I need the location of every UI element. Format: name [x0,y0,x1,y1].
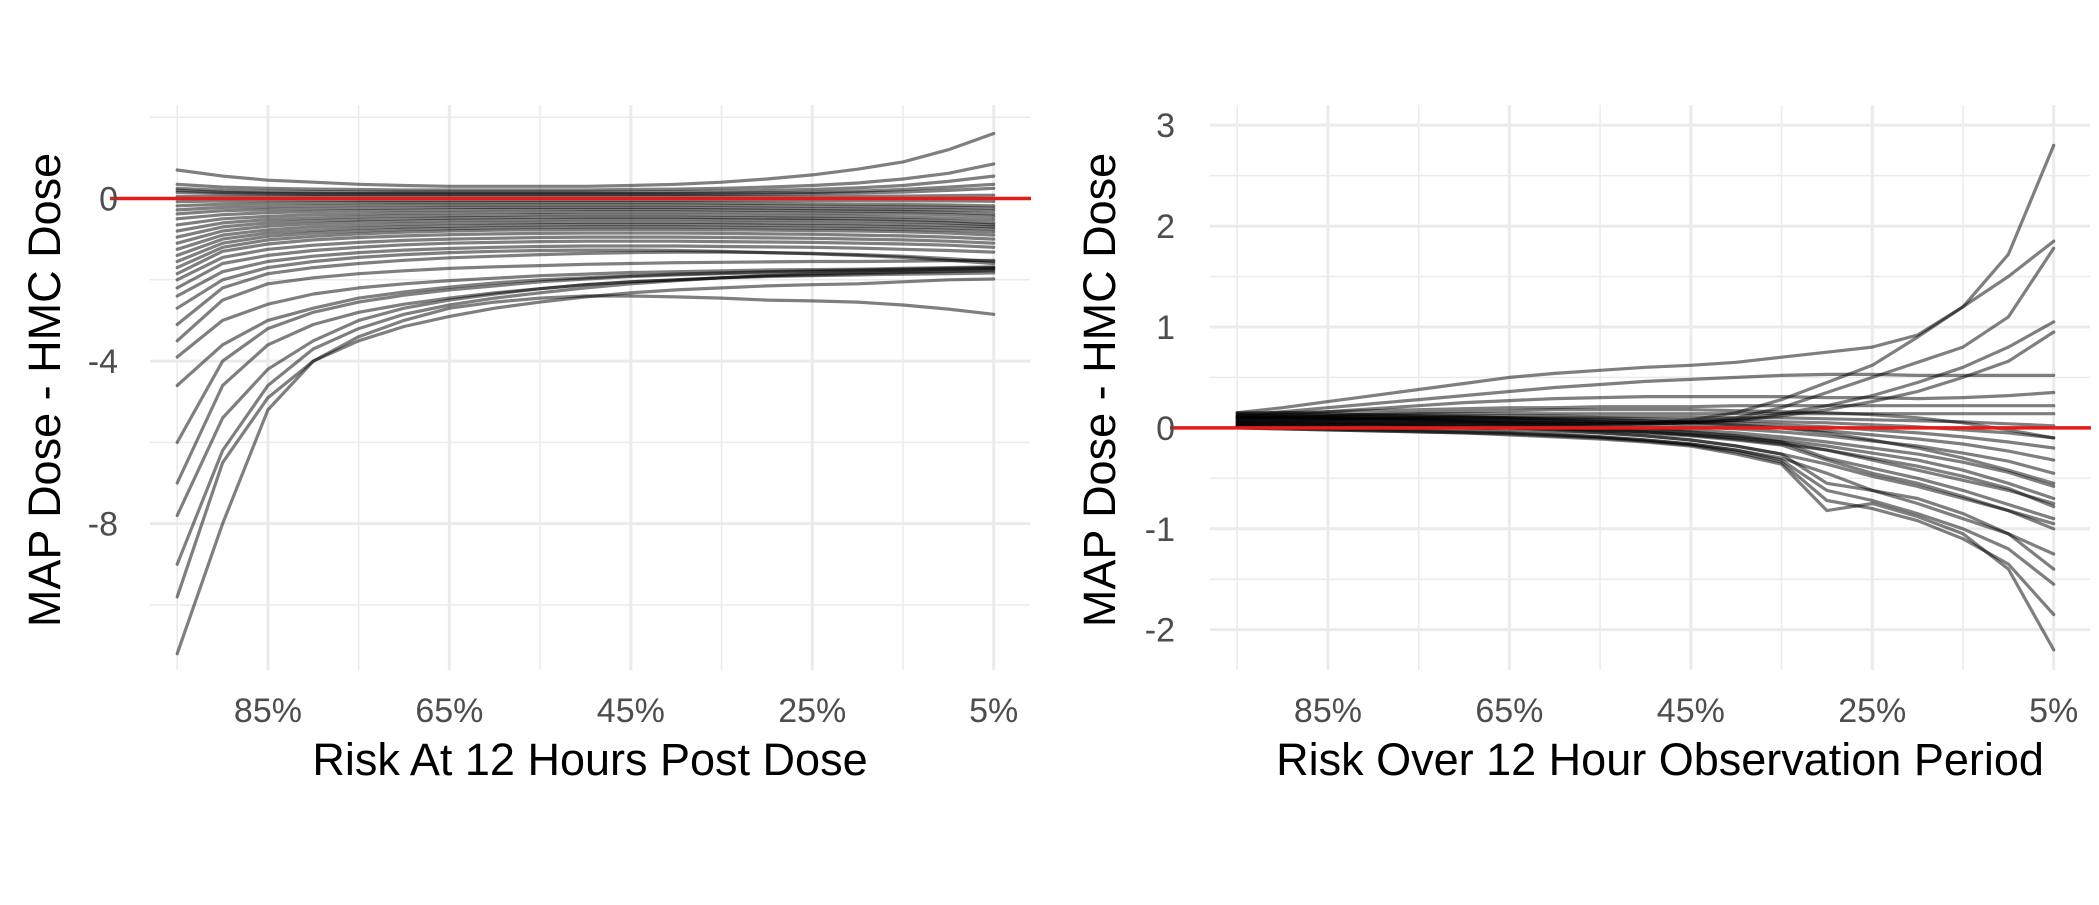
series-line-17 [175,227,996,270]
series-line-15 [175,235,996,282]
series-line-9 [175,265,996,359]
x-tick-label: 65% [415,692,483,730]
series-line-3 [175,277,996,599]
series-line-13 [175,244,996,298]
y-tick-label: -8 [88,506,118,544]
series-line-15 [1235,426,2056,652]
x-tick-label: 85% [234,692,302,730]
series-line-6 [175,268,996,485]
series-line-14 [175,239,996,290]
x-tick-label: 65% [1475,692,1543,730]
y-tick-label: 0 [1156,410,1175,448]
series-lines [175,131,996,656]
y-tick-labels: 3 2 1 0 -1 -2 [1145,107,1175,649]
y-tick-label: -1 [1145,511,1175,549]
series-line-7 [1235,390,2056,420]
series-line-16 [175,231,996,276]
series-line-6 [1235,372,2056,418]
series-line-20 [175,220,996,251]
series-line-28 [1235,423,2056,531]
x-tick-label: 85% [1294,692,1362,730]
series-line-24 [1235,412,2056,417]
series-line-21 [175,217,996,245]
series-line-28 [175,201,996,208]
x-tick-label: 5% [2029,692,2078,730]
y-tick-label: 0 [99,180,118,218]
series-line-19 [175,222,996,257]
y-tick-label: 2 [1156,208,1175,246]
series-line-34 [175,182,996,196]
x-tick-label: 45% [597,692,665,730]
x-axis-title: Risk Over 12 Hour Observation Period [1276,734,2044,785]
y-axis-title: MAP Dose - HMC Dose [19,153,70,627]
series-line-27 [1235,420,2056,501]
series-line-30 [175,193,996,199]
y-tick-label: -4 [88,343,118,381]
series-line-23 [175,213,996,233]
series-line-26 [175,205,996,216]
series-line-12 [175,248,996,310]
x-tick-label: 25% [1838,692,1906,730]
series-line-1 [175,131,996,188]
series-line-33 [175,162,996,192]
x-tick-label: 5% [969,692,1018,730]
y-axis-title: MAP Dose - HMC Dose [1074,153,1125,627]
x-axis-title: Risk At 12 Hours Post Dose [312,734,867,785]
series-line-18 [175,225,996,264]
series-line-27 [175,203,996,212]
x-tick-label: 25% [778,692,846,730]
y-tick-label: 1 [1156,309,1175,347]
series-line-25 [175,207,996,221]
series-line-10 [175,258,996,343]
series-line-25 [1235,404,2056,416]
series-line-5 [1235,239,2056,415]
series-line-22 [175,215,996,239]
x-tick-labels: 85% 65% 45% 25% 5% [234,692,1018,730]
series-line-29 [175,198,996,204]
y-tick-label: 3 [1156,107,1175,145]
x-tick-labels: 85% 65% 45% 25% 5% [1294,692,2078,730]
x-tick-label: 45% [1657,692,1725,730]
y-tick-labels: 0 -4 -8 [88,180,118,543]
y-tick-label: -2 [1145,612,1175,650]
chart-panel-right: 85% 65% 45% 25% 5% 3 2 1 0 -1 -2 Risk Over 12 Hou… [1074,105,2091,785]
series-lines [1235,143,2056,652]
series-line-24 [175,210,996,227]
chart-panel-left: 85% 65% 45% 25% 5% 0 -4 -8 Risk At 12 Hours Po… [19,105,1031,785]
